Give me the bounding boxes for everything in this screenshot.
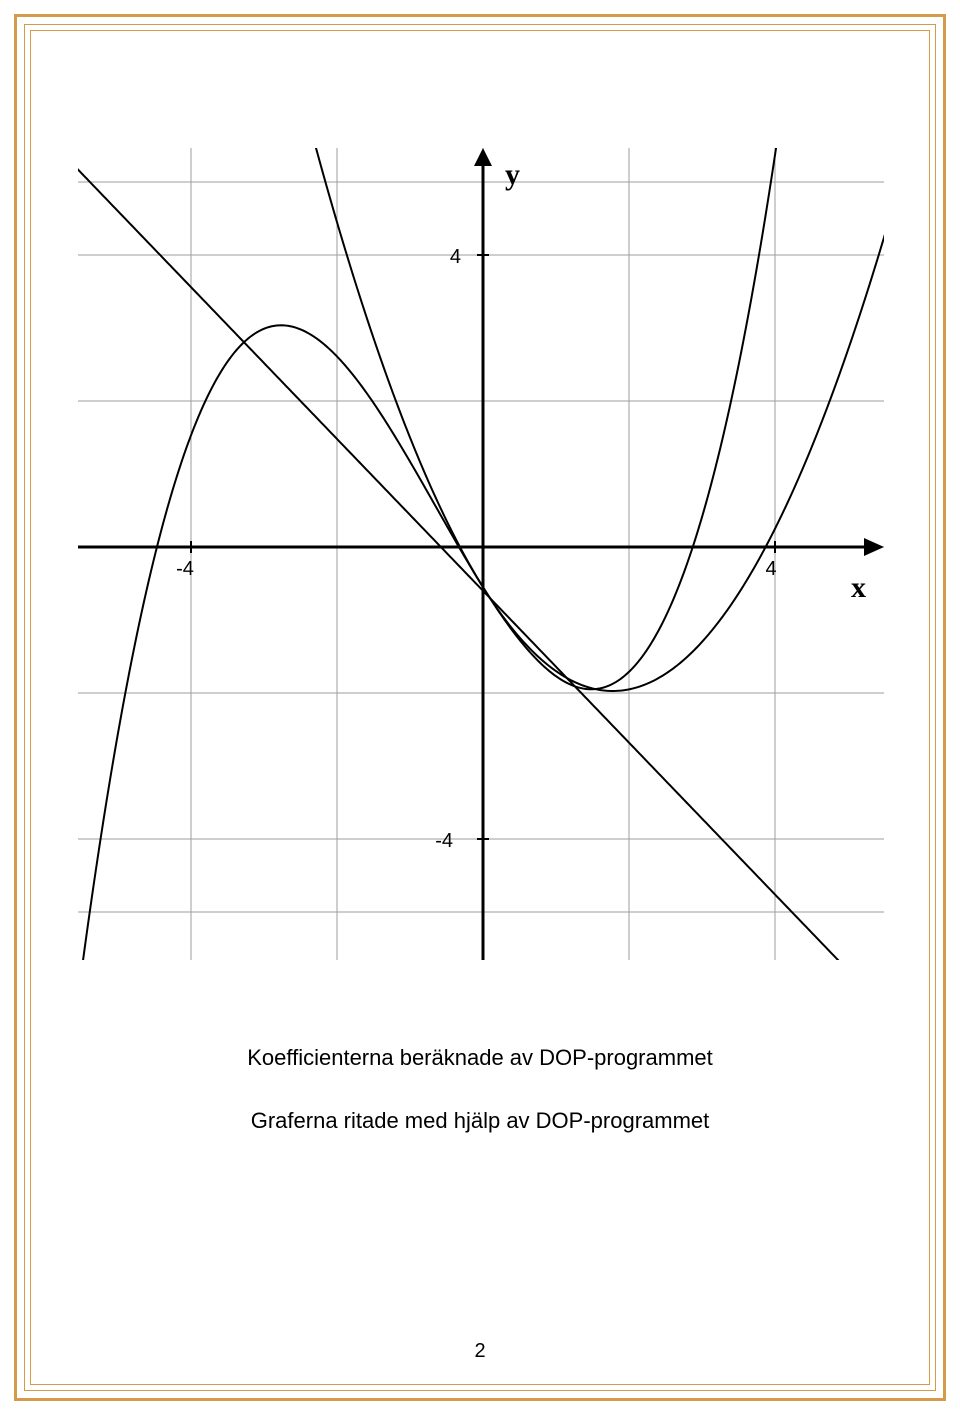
svg-text:4: 4 [765, 558, 776, 580]
svg-text:y: y [505, 158, 520, 191]
svg-text:x: x [851, 571, 866, 604]
caption-line-1: Koefficienterna beräknade av DOP-program… [0, 1045, 960, 1071]
svg-text:-4: -4 [435, 830, 453, 852]
graph-plot: y x -4 4 4 -4 [78, 148, 884, 960]
caption-line-2: Graferna ritade med hjälp av DOP-program… [0, 1108, 960, 1134]
page-number-text: 2 [474, 1340, 485, 1362]
caption-text-2: Graferna ritade med hjälp av DOP-program… [251, 1108, 710, 1133]
caption-text-1: Koefficienterna beräknade av DOP-program… [247, 1045, 713, 1070]
page-number: 2 [0, 1340, 960, 1363]
svg-text:4: 4 [450, 246, 461, 268]
graph-svg: y x -4 4 4 -4 [78, 148, 884, 960]
svg-text:-4: -4 [176, 558, 194, 580]
